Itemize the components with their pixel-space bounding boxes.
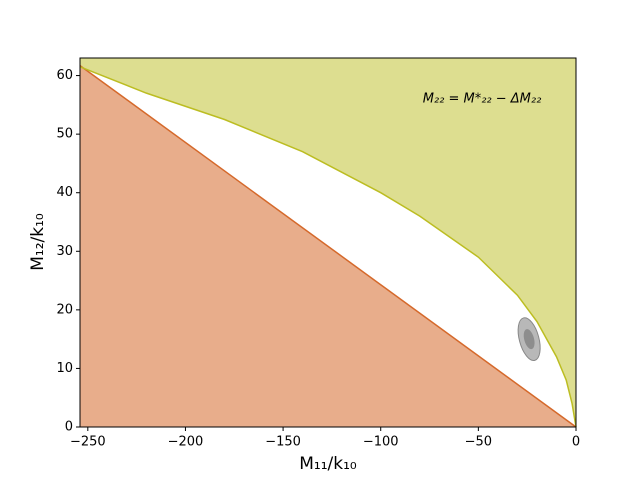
x-axis-label: M₁₁/k₁₀	[299, 454, 357, 474]
y-axis-label: M₁₂/k₁₀	[28, 213, 48, 271]
x-tick-label: −150	[265, 435, 301, 450]
lower-boundary	[79, 65, 577, 428]
x-tick-label: −200	[168, 435, 204, 450]
y-tick-label: 10	[56, 361, 73, 376]
x-tick-label: 0	[572, 435, 580, 450]
plot-frame	[79, 57, 577, 428]
x-tick-label: −50	[465, 435, 492, 450]
y-tick-label: 50	[56, 127, 73, 142]
x-tick-label: −100	[363, 435, 399, 450]
x-tick-label: −250	[70, 435, 106, 450]
upper-boundary	[79, 66, 577, 428]
y-tick-label: 40	[56, 185, 73, 200]
annotation: M₂₂ = M*₂₂ − ΔM₂₂	[423, 92, 542, 107]
y-tick-label: 30	[56, 244, 73, 259]
upper-region	[80, 58, 576, 427]
y-tick-label: 60	[56, 68, 73, 83]
y-tick-label: 0	[65, 420, 73, 435]
ellipse-inner	[523, 329, 535, 350]
y-tick-label: 20	[56, 302, 73, 317]
